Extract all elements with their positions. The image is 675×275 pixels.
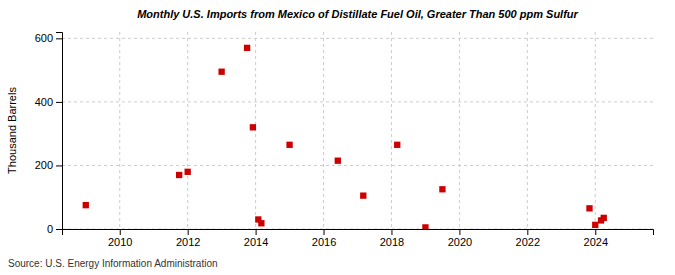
grid-line	[527, 32, 528, 229]
point	[286, 142, 292, 148]
tick-label: 2024	[584, 236, 608, 248]
tick: 2024	[584, 229, 608, 248]
tick-mark	[459, 229, 460, 235]
point	[592, 222, 598, 228]
tick-label: 2012	[176, 236, 200, 248]
point	[244, 45, 250, 51]
tick-label: 0	[47, 223, 53, 235]
source-note: Source: U.S. Energy Information Administ…	[8, 258, 218, 269]
grid	[62, 32, 653, 229]
tick: 2012	[176, 229, 200, 248]
points	[83, 45, 607, 229]
tick-mark	[256, 229, 257, 235]
grid-line	[62, 101, 653, 102]
point	[218, 69, 224, 75]
axis-line	[63, 230, 654, 236]
grid-line	[255, 32, 256, 229]
tick: 600	[35, 32, 62, 44]
x-axis: 2010 2012 2014 2016 2018 2020 2022 2024	[63, 229, 654, 248]
grid-line	[62, 165, 653, 166]
tick: 2010	[108, 229, 132, 248]
tick: 2014	[244, 229, 268, 248]
chart: 2010 2012 2014 2016 2018 2020 2022 2024 0 200 400 6…	[0, 0, 675, 275]
point	[176, 172, 182, 178]
tick-mark	[527, 229, 528, 235]
point	[601, 215, 607, 221]
point	[83, 202, 89, 208]
tick-mark	[324, 229, 325, 235]
tick-label: 400	[35, 96, 53, 108]
grid-line	[187, 32, 188, 229]
tick-mark	[56, 38, 62, 39]
tick: 200	[35, 159, 62, 171]
axis-line	[56, 33, 63, 230]
grid-line	[595, 32, 596, 229]
tick-label: 2018	[380, 236, 404, 248]
tick-mark	[56, 102, 62, 103]
tick-mark	[595, 229, 596, 235]
y-axis: 0 200 400 600	[35, 32, 63, 235]
point	[394, 142, 400, 148]
tick-label: 2016	[312, 236, 336, 248]
grid-line	[323, 32, 324, 229]
point	[250, 124, 256, 130]
tick-label: 2022	[516, 236, 540, 248]
point	[185, 169, 191, 175]
title: Monthly U.S. Imports from Mexico of Dist…	[137, 8, 578, 20]
tick-mark	[391, 229, 392, 235]
tick-label: 600	[35, 32, 53, 44]
point	[258, 220, 264, 226]
tick-label: 200	[35, 159, 53, 171]
tick-mark	[188, 229, 189, 235]
tick: 400	[35, 96, 62, 108]
point	[439, 186, 445, 192]
y-axis-title: Thousand Barrels	[6, 87, 18, 174]
point	[335, 158, 341, 164]
tick-mark	[56, 229, 62, 230]
tick-mark	[56, 165, 62, 166]
point	[422, 224, 428, 229]
plot-area: 2010 2012 2014 2016 2018 2020 2022 2024 0 200 400 6…	[35, 32, 654, 248]
tick-label: 2010	[108, 236, 132, 248]
tick: 0	[47, 223, 62, 235]
tick: 2020	[448, 229, 472, 248]
grid-line	[62, 38, 653, 39]
grid-line	[391, 32, 392, 229]
grid-line	[119, 32, 120, 229]
tick-label: 2014	[244, 236, 268, 248]
tick: 2018	[380, 229, 404, 248]
tick: 2022	[516, 229, 540, 248]
tick: 2016	[312, 229, 336, 248]
tick-mark	[120, 229, 121, 235]
tick-label: 2020	[448, 236, 472, 248]
point	[360, 192, 366, 198]
point	[586, 205, 592, 211]
grid-line	[459, 32, 460, 229]
